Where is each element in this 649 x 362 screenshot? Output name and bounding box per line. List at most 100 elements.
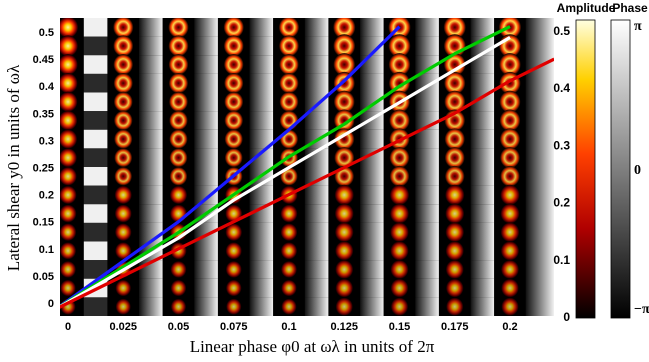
amplitude-spot [113,72,133,94]
phase-tile [194,18,218,37]
amplitude-spot [499,128,521,150]
amplitude-spot [113,18,134,39]
amplitude-spot [445,259,464,279]
amplitude-spot [60,242,77,260]
amplitude-spot [60,148,77,168]
amplitude-spot [224,91,244,112]
phase-tile [470,73,495,93]
phase-tile [83,222,108,242]
x-tick-label: 0.05 [168,321,189,333]
amplitude-spot [60,261,76,278]
phase-tile [415,222,439,242]
colorbar-amplitude-ticks: 0 0.1 0.2 0.3 0.4 0.5 [553,24,570,324]
y-tick-label: 0.45 [33,54,54,66]
phase-tile [194,36,218,56]
x-tick-label: 0.075 [220,321,248,333]
phase-tile [360,185,384,205]
phase-tile [83,297,108,316]
amplitude-spot [444,128,465,150]
phase-tile [470,204,495,223]
phase-tile [470,185,495,205]
amplitude-spot [444,147,465,169]
amplitude-spot [60,129,78,149]
x-tick-label: 0.125 [330,321,358,333]
amplitude-spot [445,184,465,206]
amplitude-spot [279,54,299,75]
amplitude-spot [334,184,354,206]
phase-tile [415,55,439,74]
phase-tile [139,278,163,298]
phase-tile [249,204,274,223]
amplitude-spot [280,223,298,241]
amplitude-spot [390,297,409,316]
phase-tile [415,36,439,56]
colorbar-phase-scale [610,19,631,319]
amplitude-spot [225,223,243,241]
phase-tile [83,18,108,37]
phase-tile [470,55,495,74]
amplitude-spot [445,222,465,243]
phase-tile [304,297,329,316]
amplitude-spot [280,242,298,260]
amplitude-spot [499,53,521,77]
amplitude-spot [168,18,189,39]
curve-series-1 [60,25,511,309]
amplitude-spot [280,204,298,223]
phase-tile [194,185,218,205]
y-tick-label: 0.5 [39,27,54,39]
phase-tile [470,297,495,316]
phase-tile [194,167,218,186]
amplitude-spot [168,54,189,75]
y-tick-label: 0.35 [33,108,54,120]
amplitude-spot [115,242,132,260]
amplitude-spot [279,129,299,149]
phase-tile [249,297,274,316]
amplitude-spot [278,18,300,39]
x-axis-ticks: 0 0.025 0.05 0.075 0.1 0.125 0.15 0.175 0.2 [65,321,518,333]
phase-tile [249,278,274,298]
amplitude-spot [60,91,78,112]
phase-tile [415,185,439,205]
amplitude-spot [389,165,410,187]
phase-tile [83,92,108,112]
phase-tile [470,129,495,149]
amplitude-spot [279,72,299,94]
amplitude-spot [278,35,300,57]
phase-tile [415,260,439,279]
phase-tile [249,55,274,74]
phase-tile [415,18,439,37]
amplitude-spot [335,241,354,261]
phase-tile [360,260,384,279]
amplitude-spot [113,54,134,75]
amplitude-spot [169,110,188,131]
amplitude-spot [60,223,77,241]
amplitude-spot [225,279,242,297]
phase-tile [249,260,274,279]
amplitude-tick-label: 0.4 [553,81,570,95]
phase-tile [139,185,163,205]
y-tick-label: 0 [48,298,54,310]
phase-tile [415,148,439,167]
amplitude-spot [113,91,133,112]
amplitude-spot [388,53,411,77]
phase-tile [360,36,384,56]
amplitude-spot [114,129,133,149]
phase-tile [360,148,384,167]
amplitude-spot [170,279,187,297]
y-tick-label: 0.4 [39,81,55,93]
amplitude-spot [390,278,409,298]
phase-tile [304,92,329,112]
heatmap-tiles [60,18,554,316]
amplitude-spot [113,110,133,131]
phase-tile [83,55,108,74]
phase-tile [470,111,495,130]
amplitude-tick-label: 0.5 [553,24,570,38]
phase-tile [360,278,384,298]
amplitude-spot [281,261,297,278]
amplitude-spot [500,222,520,243]
amplitude-spot [169,166,188,186]
phase-tile [249,36,274,56]
x-tick-label: 0 [65,321,71,333]
phase-tile [139,111,163,130]
phase-tile [304,222,329,242]
